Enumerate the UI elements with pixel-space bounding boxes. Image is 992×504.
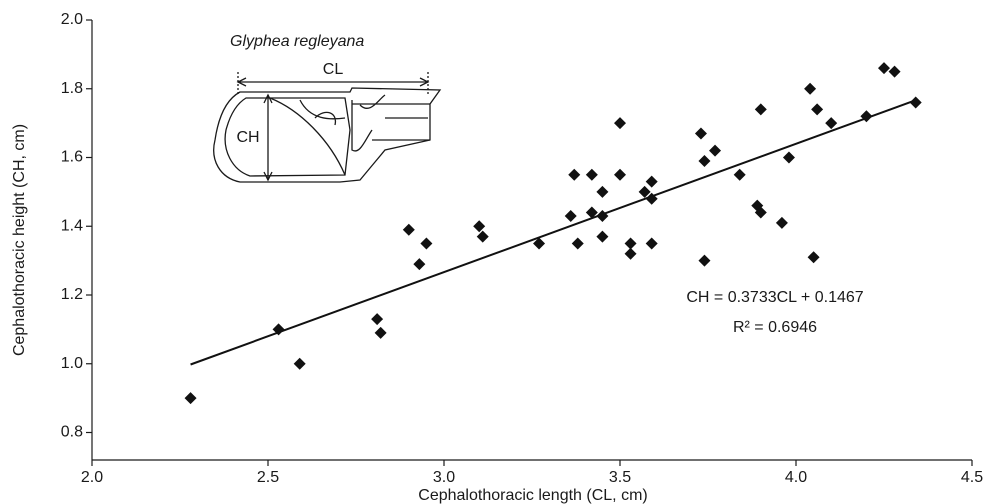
point bbox=[624, 237, 637, 250]
point bbox=[860, 110, 873, 123]
point bbox=[596, 230, 609, 243]
point bbox=[804, 82, 817, 95]
y-tick-label: 0.8 bbox=[61, 424, 83, 441]
point bbox=[402, 223, 415, 236]
point bbox=[585, 168, 598, 181]
point bbox=[782, 151, 795, 164]
point bbox=[638, 185, 651, 198]
point bbox=[733, 168, 746, 181]
y-axis-label: Cephalothoracic height (CH, cm) bbox=[11, 124, 28, 356]
inset-illustration: Glyphea regleyana CL CH bbox=[213, 33, 442, 183]
point bbox=[374, 326, 387, 339]
point bbox=[184, 392, 197, 405]
equation: CH = 0.3733CL + 0.1467 bbox=[686, 289, 863, 306]
length-label: CL bbox=[323, 61, 344, 78]
point bbox=[614, 168, 626, 181]
trendline bbox=[190, 99, 917, 366]
point bbox=[807, 251, 820, 264]
point bbox=[476, 230, 489, 243]
point bbox=[645, 237, 658, 250]
point bbox=[645, 175, 658, 188]
point bbox=[596, 185, 609, 198]
point bbox=[614, 117, 626, 130]
point bbox=[888, 65, 901, 78]
point bbox=[754, 103, 767, 116]
point bbox=[533, 237, 546, 250]
point bbox=[645, 192, 658, 205]
point bbox=[568, 168, 581, 181]
carapace-inner bbox=[224, 97, 351, 177]
x-tick-label: 4.5 bbox=[961, 469, 983, 486]
height-label: CH bbox=[236, 129, 259, 146]
point bbox=[909, 96, 922, 109]
point bbox=[293, 357, 306, 370]
y-tick-label: 1.0 bbox=[61, 355, 83, 372]
x-tick-label: 2.0 bbox=[81, 469, 103, 486]
point bbox=[878, 62, 890, 75]
y-tick-label: 2.0 bbox=[61, 11, 83, 28]
point bbox=[473, 220, 486, 233]
point bbox=[624, 247, 637, 260]
r-squared: R² = 0.6946 bbox=[733, 319, 817, 336]
height-arrowheads bbox=[263, 93, 273, 182]
y-tick-label: 1.4 bbox=[61, 217, 83, 234]
point bbox=[564, 209, 577, 222]
y-tick-label: 1.2 bbox=[61, 286, 83, 303]
point bbox=[811, 103, 824, 116]
point bbox=[571, 237, 584, 250]
x-tick-label: 3.0 bbox=[433, 469, 455, 486]
y-tick-label: 1.6 bbox=[61, 149, 83, 166]
point bbox=[272, 323, 285, 336]
point bbox=[596, 209, 609, 222]
point bbox=[371, 313, 384, 326]
point bbox=[825, 117, 838, 130]
point bbox=[754, 206, 767, 219]
y-tick-label: 1.8 bbox=[61, 80, 83, 97]
point bbox=[709, 144, 722, 157]
x-tick-label: 3.5 bbox=[609, 469, 631, 486]
point bbox=[585, 206, 598, 219]
x-tick-label: 2.5 bbox=[257, 469, 279, 486]
carapace-grooves bbox=[269, 94, 430, 176]
point bbox=[698, 154, 711, 167]
point bbox=[694, 127, 707, 140]
point bbox=[698, 254, 711, 267]
x-axis-label: Cephalothoracic length (CL, cm) bbox=[418, 487, 647, 504]
x-tick-label: 4.0 bbox=[785, 469, 807, 486]
point bbox=[420, 237, 433, 250]
point bbox=[775, 216, 788, 229]
point bbox=[413, 258, 426, 271]
inset-title: Glyphea regleyana bbox=[230, 33, 364, 50]
